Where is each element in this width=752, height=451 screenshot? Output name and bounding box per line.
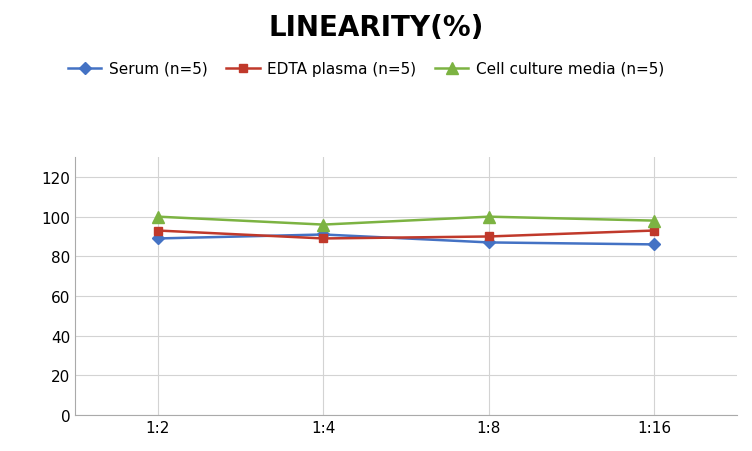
EDTA plasma (n=5) xyxy=(153,228,162,234)
Cell culture media (n=5) xyxy=(650,218,659,224)
EDTA plasma (n=5) xyxy=(319,236,328,242)
Serum (n=5) xyxy=(319,232,328,238)
Line: Serum (n=5): Serum (n=5) xyxy=(153,231,659,249)
Cell culture media (n=5) xyxy=(319,222,328,228)
EDTA plasma (n=5) xyxy=(484,234,493,239)
EDTA plasma (n=5) xyxy=(650,228,659,234)
Line: EDTA plasma (n=5): EDTA plasma (n=5) xyxy=(153,227,659,243)
Legend: Serum (n=5), EDTA plasma (n=5), Cell culture media (n=5): Serum (n=5), EDTA plasma (n=5), Cell cul… xyxy=(68,62,664,77)
Cell culture media (n=5) xyxy=(153,215,162,220)
Serum (n=5) xyxy=(153,236,162,242)
Cell culture media (n=5) xyxy=(484,215,493,220)
Text: LINEARITY(%): LINEARITY(%) xyxy=(268,14,484,41)
Serum (n=5) xyxy=(484,240,493,246)
Serum (n=5) xyxy=(650,242,659,248)
Line: Cell culture media (n=5): Cell culture media (n=5) xyxy=(153,212,660,230)
